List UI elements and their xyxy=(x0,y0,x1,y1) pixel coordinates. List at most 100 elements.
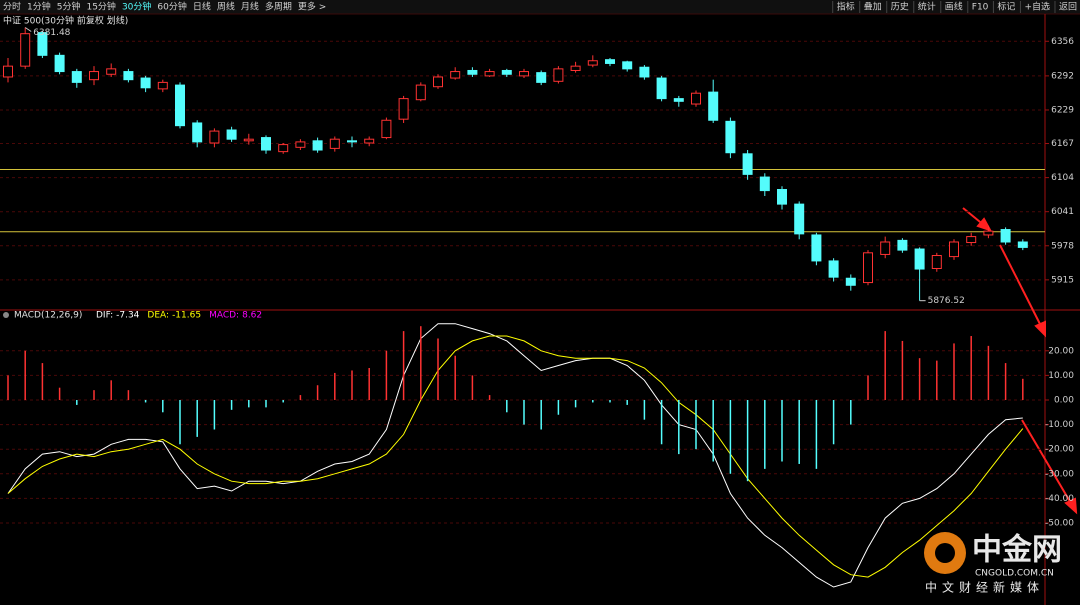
y-tick-label: 5978 xyxy=(1051,241,1074,251)
tool-button[interactable]: 返回 xyxy=(1059,1,1077,13)
legend-value: 8.62 xyxy=(242,311,262,321)
tool-button[interactable]: +自选 xyxy=(1024,1,1050,13)
legend-label: MACD: xyxy=(209,311,239,321)
candle-body xyxy=(519,71,529,77)
candle-body xyxy=(20,33,31,67)
candle-body xyxy=(931,255,942,270)
tool-button[interactable]: 指标 xyxy=(837,1,855,13)
chart-title: 中证 500(30分钟 前复权 划线) xyxy=(3,15,128,27)
candle-body xyxy=(415,84,426,101)
candle-body xyxy=(175,84,185,127)
candle-body xyxy=(691,92,701,105)
period-tab[interactable]: 周线 xyxy=(217,1,235,13)
period-tab[interactable]: 更多 > xyxy=(298,1,326,13)
legend-label: DIF: xyxy=(96,311,113,321)
y-tick-label: -20.00 xyxy=(1045,445,1074,455)
y-tick-label: 6292 xyxy=(1051,71,1074,81)
tool-button[interactable]: 画线 xyxy=(945,1,963,13)
candle-body xyxy=(261,137,271,151)
candle-body xyxy=(398,98,409,120)
candle-body xyxy=(811,234,822,262)
candle-body xyxy=(243,138,254,142)
candle-body xyxy=(845,277,856,286)
arrow-head xyxy=(1034,320,1046,338)
candle-body xyxy=(467,69,478,75)
candle-body xyxy=(3,65,13,78)
candle-body xyxy=(364,138,375,144)
candle-body xyxy=(656,77,667,100)
y-tick-label: 6229 xyxy=(1051,105,1074,115)
candle-body xyxy=(1000,229,1011,243)
candle-body xyxy=(828,260,839,278)
candle-body xyxy=(295,141,306,148)
candle-body xyxy=(673,98,684,102)
macd-line xyxy=(7,335,1024,578)
candle-body xyxy=(123,71,134,81)
legend-value: -7.34 xyxy=(116,311,140,321)
candle-body xyxy=(89,71,99,81)
candle-body xyxy=(433,76,443,88)
watermark-url: CNGOLD.COM.CN xyxy=(975,569,1054,579)
arrow-head xyxy=(1064,497,1078,515)
candle-body xyxy=(450,71,461,79)
candle-body xyxy=(106,68,117,75)
legend-label: DEA: xyxy=(147,311,169,321)
watermark: 中金网 CNGOLD.COM.CN 中文财经新媒体 xyxy=(924,532,1062,595)
y-tick-label: -10.00 xyxy=(1045,420,1074,430)
candle-body xyxy=(708,91,719,121)
period-tab[interactable]: 15分钟 xyxy=(86,1,115,13)
macd-line xyxy=(7,323,1023,588)
y-tick-label: 20.00 xyxy=(1048,346,1074,356)
candle-body xyxy=(777,189,787,205)
max-label: 6381.48 xyxy=(33,28,70,38)
tool-button[interactable]: 历史 xyxy=(891,1,909,13)
toolbar xyxy=(0,0,1080,14)
y-tick-label: 6356 xyxy=(1051,37,1074,47)
candle-body xyxy=(209,130,220,144)
max-leader xyxy=(24,27,32,32)
period-tab[interactable]: 多周期 xyxy=(265,1,292,13)
y-tick-label: 6167 xyxy=(1051,139,1074,149)
tool-button[interactable]: F10 xyxy=(972,3,989,13)
y-tick-label: 6041 xyxy=(1051,207,1074,217)
y-tick-label: -40.00 xyxy=(1045,494,1074,504)
tool-button[interactable]: 叠加 xyxy=(864,2,882,13)
candle-body xyxy=(37,32,48,56)
candle-body xyxy=(794,203,805,235)
candle-body xyxy=(966,236,977,244)
candle-body xyxy=(536,72,547,83)
candle-body xyxy=(312,140,323,151)
period-tab[interactable]: 日线 xyxy=(193,1,211,13)
legend-value: -11.65 xyxy=(172,311,201,321)
period-tab[interactable]: 月线 xyxy=(241,1,259,13)
period-tab[interactable]: 5分钟 xyxy=(57,1,81,13)
candle-body xyxy=(157,81,168,90)
period-tab[interactable]: 30分钟 xyxy=(122,1,151,13)
candle-body xyxy=(140,77,151,89)
candle-body xyxy=(725,120,736,154)
watermark-slogan: 中文财经新媒体 xyxy=(925,580,1044,595)
candle-body xyxy=(863,252,873,284)
candle-body xyxy=(553,68,564,82)
y-tick-label: 0.00 xyxy=(1054,395,1074,405)
candle-body xyxy=(880,241,891,255)
tool-button[interactable]: 标记 xyxy=(997,1,1015,13)
period-tab[interactable]: 分时 xyxy=(3,1,21,13)
candle-body xyxy=(226,129,237,140)
candle-body xyxy=(381,119,392,139)
macd-title: MACD(12,26,9) xyxy=(14,311,82,321)
candle-body xyxy=(605,59,615,64)
watermark-logo-inner xyxy=(935,543,955,563)
y-tick-label: 5915 xyxy=(1051,275,1074,285)
period-tab[interactable]: 1分钟 xyxy=(27,1,51,13)
tool-button[interactable]: 统计 xyxy=(918,1,936,13)
macd-icon xyxy=(3,312,9,318)
candle-body xyxy=(54,54,65,73)
annotation-arrows xyxy=(962,207,1078,515)
y-tick-label: 10.00 xyxy=(1048,371,1074,381)
period-tab[interactable]: 60分钟 xyxy=(157,1,186,13)
candle-body xyxy=(192,122,203,143)
candle-body xyxy=(501,69,512,75)
candle-body xyxy=(622,61,633,70)
